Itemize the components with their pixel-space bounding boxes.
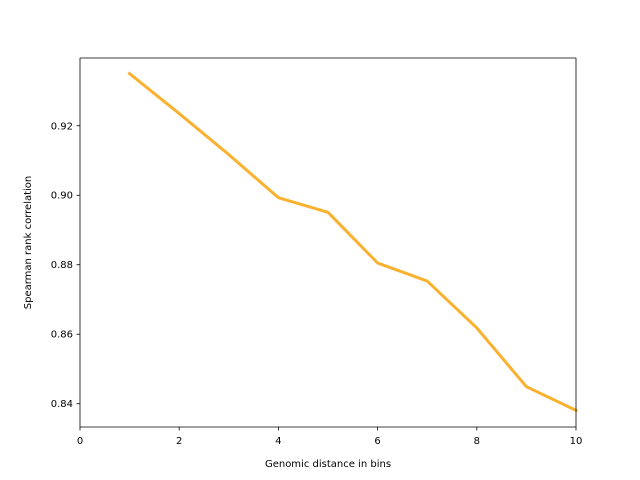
x-tick-label: 0 [77,436,83,447]
y-tick-label: 0.86 [51,330,73,341]
series-line-0 [127,71,578,413]
axes-frame [79,57,577,428]
x-axis-ticks: 0 2 4 6 8 10 [77,427,583,447]
x-axis-label: Genomic distance in bins [265,459,391,470]
y-tick-label: 0.90 [51,191,73,202]
y-axis-ticks: 0.84 0.86 0.88 0.90 0.92 [51,121,80,410]
y-axis-label: Spearman rank correlation [23,176,34,310]
x-tick-label: 8 [474,436,480,447]
x-tick-label: 10 [570,436,583,447]
y-tick-label: 0.84 [51,399,73,410]
x-tick-label: 4 [275,436,281,447]
x-tick-label: 6 [374,436,380,447]
x-tick-label: 2 [176,436,182,447]
series-layer [127,71,578,413]
y-tick-label: 0.92 [51,121,73,132]
plot-area [80,58,576,427]
y-tick-label: 0.88 [51,260,73,271]
